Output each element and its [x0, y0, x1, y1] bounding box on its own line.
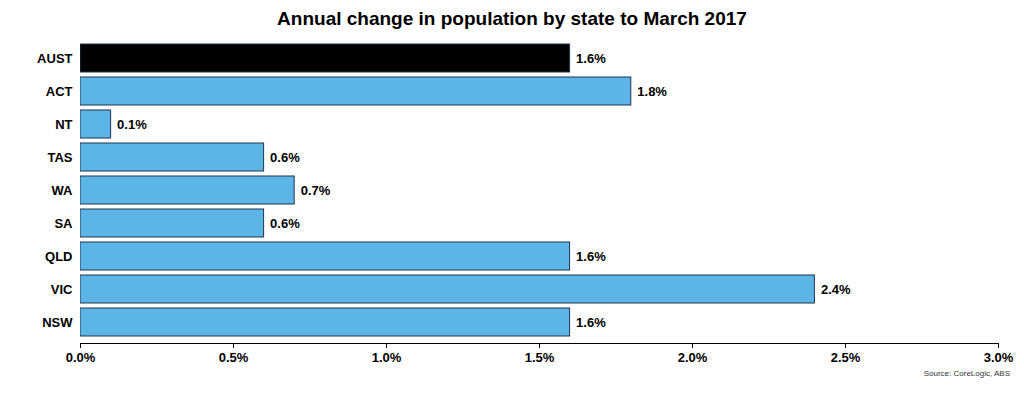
html-text:Source: CoreLogic, ABS: Source: CoreLogic, ABS [923, 369, 1010, 378]
svg-text:WA: WA [52, 183, 74, 198]
svg-text:SA: SA [54, 216, 73, 231]
svg-text:ACT: ACT [46, 84, 73, 99]
svg-text:2.4%: 2.4% [821, 282, 851, 297]
svg-text:2.5%: 2.5% [831, 350, 861, 365]
svg-text:0.6%: 0.6% [270, 150, 300, 165]
svg-text:NSW: NSW [42, 315, 73, 330]
svg-text:3.0%: 3.0% [984, 350, 1014, 365]
svg-text:0.1%: 0.1% [117, 117, 147, 132]
svg-text:AUST: AUST [37, 51, 72, 66]
svg-text:1.8%: 1.8% [637, 84, 667, 99]
svg-text:1.6%: 1.6% [576, 315, 606, 330]
html-text:Annual change in population by: Annual change in population by state to … [277, 8, 747, 29]
svg-text:0.0%: 0.0% [66, 350, 96, 365]
svg-text:1.6%: 1.6% [576, 249, 606, 264]
svg-text:QLD: QLD [45, 249, 72, 264]
svg-text:1.5%: 1.5% [525, 350, 555, 365]
svg-text:NT: NT [55, 117, 72, 132]
svg-text:VIC: VIC [51, 282, 73, 297]
svg-text:1.6%: 1.6% [576, 51, 606, 66]
svg-text:0.5%: 0.5% [219, 350, 249, 365]
svg-text:1.0%: 1.0% [372, 350, 402, 365]
svg-text:2.0%: 2.0% [678, 350, 708, 365]
svg-text:0.7%: 0.7% [301, 183, 331, 198]
svg-text:0.6%: 0.6% [270, 216, 300, 231]
svg-text:TAS: TAS [47, 150, 72, 165]
